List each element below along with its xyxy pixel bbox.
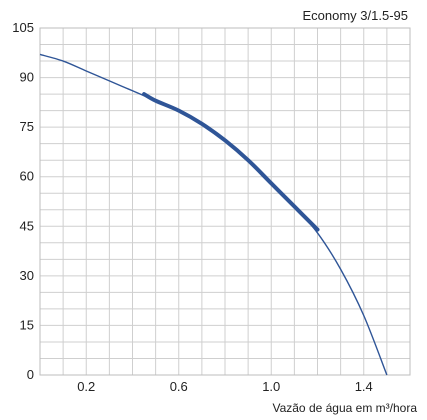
y-tick-label: 75 [20,119,34,134]
x-tick-label: 1.4 [355,379,373,394]
chart-title: Economy 3/1.5-95 [302,8,408,23]
x-axis-label: Vazão de água em m³/hora [272,401,417,415]
plot-frame [39,27,411,376]
operating-range-line [142,92,320,232]
x-axis-ticks: 0.2 0.6 1.0 1.4 [77,379,373,394]
y-tick-label: 0 [27,367,34,382]
grid [40,28,410,375]
y-tick-label: 30 [20,268,34,283]
y-axis-ticks: 0 15 30 45 60 75 90 105 [12,20,34,382]
x-tick-label: 1.0 [262,379,280,394]
y-tick-label: 45 [20,218,34,233]
y-tick-label: 90 [20,70,34,85]
y-tick-label: 15 [20,317,34,332]
y-tick-label: 60 [20,169,34,184]
series-line [39,53,388,376]
x-tick-label: 0.6 [170,379,188,394]
x-tick-label: 0.2 [77,379,95,394]
y-tick-label: 105 [12,20,34,35]
